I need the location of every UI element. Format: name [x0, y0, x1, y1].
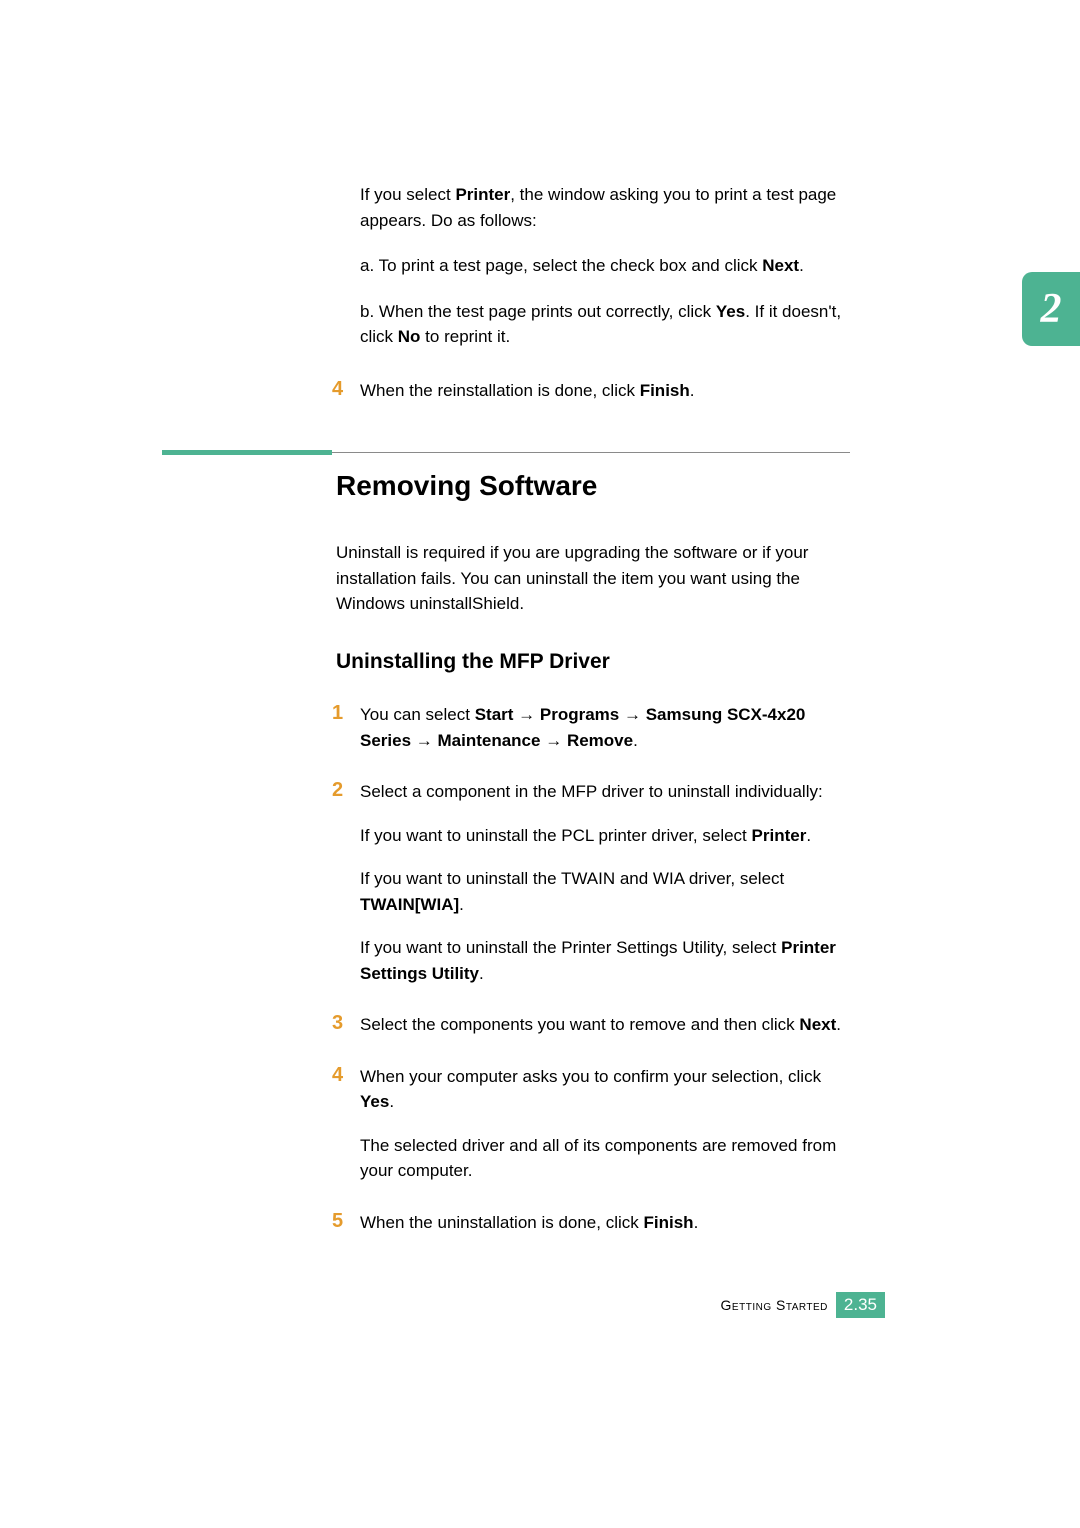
- bold-text: Yes: [716, 302, 745, 321]
- step-block: 3 Select the components you want to remo…: [360, 1012, 850, 1038]
- rule-line: [332, 452, 850, 453]
- paragraph: b. When the test page prints out correct…: [360, 299, 850, 350]
- bold-text: TWAIN[WIA]: [360, 895, 459, 914]
- text: When the uninstallation is done, click: [360, 1213, 644, 1232]
- heading-1: Removing Software: [336, 470, 597, 502]
- step-number: 4: [332, 378, 360, 401]
- arrow: →: [513, 705, 539, 724]
- bold-text: Yes: [360, 1092, 389, 1111]
- footer-section-label: Getting Started: [721, 1297, 828, 1313]
- step-row: 4 When the reinstallation is done, click…: [360, 378, 850, 404]
- step-block: 2 Select a component in the MFP driver t…: [360, 779, 850, 986]
- text: The selected driver and all of its compo…: [360, 1133, 850, 1184]
- step-block: 5 When the uninstallation is done, click…: [360, 1210, 850, 1236]
- bold-text: Printer: [455, 185, 510, 204]
- section-rule: [162, 450, 850, 455]
- text: When your computer asks you to confirm y…: [360, 1067, 821, 1086]
- text: You can select: [360, 705, 475, 724]
- chapter-number: 2: [1041, 285, 1062, 333]
- footer-page-number: 2.35: [836, 1292, 885, 1318]
- steps-list: 1 You can select Start → Programs → Sams…: [360, 702, 850, 1261]
- text: .: [389, 1092, 394, 1111]
- bold-text: Finish: [644, 1213, 694, 1232]
- step-row: 1 You can select Start → Programs → Sams…: [360, 702, 850, 753]
- text: If you select: [360, 185, 455, 204]
- step-text: When the uninstallation is done, click F…: [360, 1210, 698, 1236]
- step-text: You can select Start → Programs → Samsun…: [360, 702, 850, 753]
- step-number: 2: [332, 779, 360, 802]
- paragraph: If you want to uninstall the Printer Set…: [360, 935, 850, 986]
- text: .: [694, 1213, 699, 1232]
- step-number: 4: [332, 1064, 360, 1087]
- text: to reprint it.: [420, 327, 510, 346]
- bold-text: Next: [799, 1015, 836, 1034]
- rule-accent: [162, 450, 332, 455]
- step-row: 2 Select a component in the MFP driver t…: [360, 779, 850, 986]
- bold-text: No: [398, 327, 421, 346]
- step-number: 5: [332, 1210, 360, 1233]
- bold-text: Maintenance: [438, 731, 541, 750]
- step-row: 3 Select the components you want to remo…: [360, 1012, 850, 1038]
- intro-paragraph: Uninstall is required if you are upgradi…: [336, 540, 848, 617]
- text: If you want to uninstall the Printer Set…: [360, 938, 781, 957]
- text: .: [459, 895, 464, 914]
- step-number: 1: [332, 702, 360, 725]
- bold-text: Start: [475, 705, 514, 724]
- paragraph: If you want to uninstall the TWAIN and W…: [360, 866, 850, 917]
- step-block: 1 You can select Start → Programs → Sams…: [360, 702, 850, 753]
- text: .: [799, 256, 804, 275]
- heading-2: Uninstalling the MFP Driver: [336, 650, 610, 674]
- step-text: When the reinstallation is done, click F…: [360, 378, 695, 404]
- paragraph: If you select Printer, the window asking…: [360, 182, 850, 233]
- arrow: →: [540, 731, 566, 750]
- step-text: When your computer asks you to confirm y…: [360, 1064, 850, 1184]
- bold-text: Printer: [752, 826, 807, 845]
- bold-text: Finish: [640, 381, 690, 400]
- text: .: [806, 826, 811, 845]
- text: .: [690, 381, 695, 400]
- text: Select a component in the MFP driver to …: [360, 779, 850, 805]
- step-number: 3: [332, 1012, 360, 1035]
- text: .: [479, 964, 484, 983]
- arrow: →: [411, 731, 437, 750]
- text: b. When the test page prints out correct…: [360, 302, 716, 321]
- text: Select the components you want to remove…: [360, 1015, 799, 1034]
- step-row: 4 When your computer asks you to confirm…: [360, 1064, 850, 1184]
- paragraph: a. To print a test page, select the chec…: [360, 253, 850, 279]
- bold-text: Remove: [567, 731, 633, 750]
- step-text: Select the components you want to remove…: [360, 1012, 841, 1038]
- arrow: →: [619, 705, 645, 724]
- text: a. To print a test page, select the chec…: [360, 256, 762, 275]
- paragraph: If you want to uninstall the PCL printer…: [360, 823, 850, 849]
- text: .: [633, 731, 638, 750]
- page: 2 If you select Printer, the window aski…: [0, 0, 1080, 1528]
- text: If you want to uninstall the PCL printer…: [360, 826, 752, 845]
- page-footer: Getting Started 2.35: [721, 1292, 885, 1318]
- step-text: Select a component in the MFP driver to …: [360, 779, 850, 986]
- paragraph: When your computer asks you to confirm y…: [360, 1064, 850, 1115]
- step-row: 5 When the uninstallation is done, click…: [360, 1210, 850, 1236]
- chapter-tab: 2: [1022, 272, 1080, 346]
- step-block: 4 When your computer asks you to confirm…: [360, 1064, 850, 1184]
- text: When the reinstallation is done, click: [360, 381, 640, 400]
- text: .: [836, 1015, 841, 1034]
- text: If you want to uninstall the TWAIN and W…: [360, 869, 784, 888]
- top-content: If you select Printer, the window asking…: [360, 182, 850, 415]
- bold-text: Next: [762, 256, 799, 275]
- bold-text: Programs: [540, 705, 619, 724]
